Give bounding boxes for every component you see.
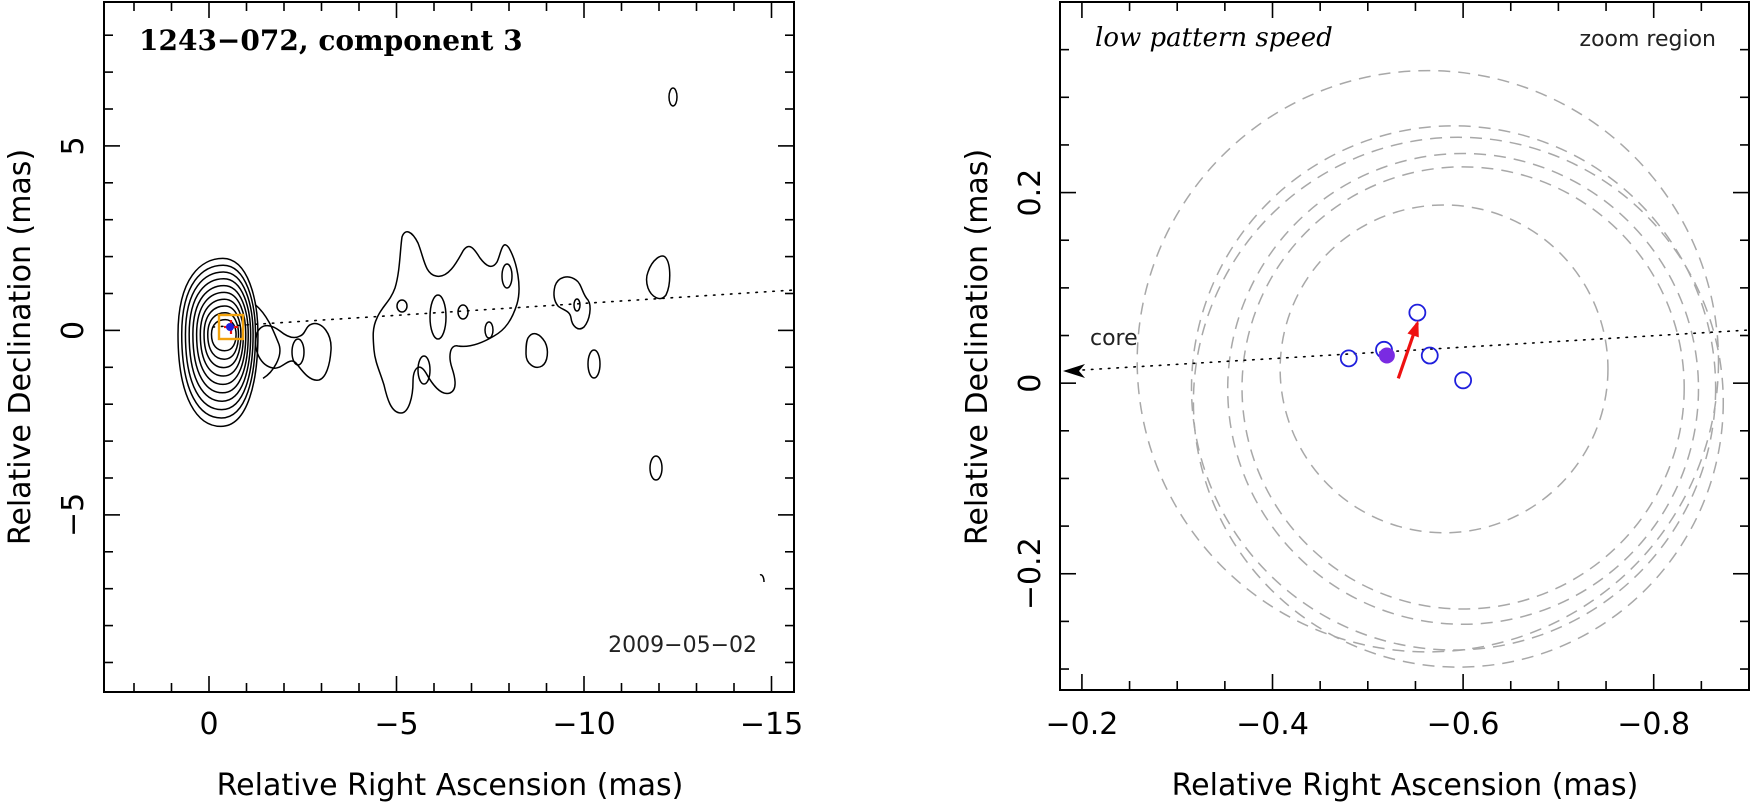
right-x-axis-label: Relative Right Ascension (mas) bbox=[1172, 768, 1639, 803]
uncertainty-ring bbox=[1226, 152, 1700, 626]
contour-map bbox=[177, 87, 765, 583]
core-contour-level bbox=[184, 271, 254, 411]
uncertainty-ring bbox=[1190, 125, 1717, 651]
uncertainty-ring bbox=[1136, 69, 1720, 653]
jet-contour-knot7 bbox=[649, 455, 663, 481]
core-contour-level bbox=[199, 298, 245, 377]
left-y-axis-label: Relative Declination (mas) bbox=[3, 149, 38, 545]
right-panel: −0.2 −0.4 −0.6 −0.8 0.2 0 −0.2 core low patter… bbox=[960, 1, 1750, 803]
jet-contour-inner-e bbox=[417, 355, 431, 385]
core-contour-level bbox=[180, 264, 257, 419]
core-contour-level bbox=[203, 305, 242, 369]
zoom-region-box bbox=[217, 313, 245, 341]
right-x-tick-label: −0.2 bbox=[1045, 707, 1118, 742]
epoch-markers bbox=[1339, 303, 1473, 390]
right-tick-labels: −0.2 −0.4 −0.6 −0.8 0.2 0 −0.2 bbox=[1013, 169, 1690, 742]
core-contour-level bbox=[195, 291, 247, 386]
right-plot-frame bbox=[1059, 1, 1750, 691]
left-plot-frame bbox=[103, 1, 795, 693]
core-contour-jet-extension bbox=[254, 303, 281, 380]
proper-motion-arrow bbox=[1396, 320, 1419, 379]
jet-axis-line-left bbox=[212, 289, 795, 328]
right-y-tick-label: 0 bbox=[1013, 374, 1048, 393]
left-panel-title: 1243−072, component 3 bbox=[139, 24, 523, 57]
zoom-region-label: zoom region bbox=[1580, 27, 1716, 52]
jet-contour-knot3 bbox=[553, 276, 591, 330]
right-y-axis-label: Relative Declination (mas) bbox=[960, 149, 995, 545]
current-position-marker bbox=[1378, 347, 1395, 364]
right-y-tick-label: −0.2 bbox=[1013, 537, 1048, 610]
jet-contour-knot3-inner bbox=[573, 298, 581, 312]
core-contour-level bbox=[188, 278, 252, 402]
observation-date: 2009−05−02 bbox=[608, 633, 757, 658]
jet-contour-knot2 bbox=[525, 332, 549, 368]
left-x-tick-label: −15 bbox=[740, 707, 803, 742]
right-y-tick-label: 0.2 bbox=[1013, 169, 1048, 217]
right-panel-title: low pattern speed bbox=[1095, 23, 1333, 53]
left-tick-labels: 0 −5 −10 −15 5 0 −5 bbox=[56, 136, 803, 742]
jet-contour-inner-a bbox=[396, 299, 408, 313]
jet-contour-knot6 bbox=[668, 87, 678, 107]
jet-contour-inner-d bbox=[501, 263, 513, 289]
jet-contour-inner-f bbox=[457, 304, 469, 320]
left-y-tick-label: 0 bbox=[56, 321, 91, 340]
left-y-tick-label: 5 bbox=[56, 136, 91, 155]
uncertainty-ring bbox=[1279, 204, 1609, 534]
right-x-tick-label: −0.4 bbox=[1236, 707, 1309, 742]
epoch-position-marker bbox=[1408, 303, 1427, 322]
jet-contour-knot5 bbox=[645, 255, 671, 300]
left-x-axis-label: Relative Right Ascension (mas) bbox=[217, 768, 684, 803]
right-x-tick-label: −0.8 bbox=[1617, 707, 1690, 742]
jet-contour-knot1 bbox=[255, 322, 332, 381]
left-x-tick-label: −5 bbox=[374, 707, 418, 742]
jet-contour-main bbox=[372, 231, 520, 414]
jet-contour-knot1-inner bbox=[291, 338, 305, 366]
core-contour-level bbox=[177, 257, 259, 428]
core-direction-arrowhead bbox=[1063, 364, 1085, 378]
motion-arrow-head bbox=[1407, 320, 1419, 338]
uncertainty-rings bbox=[1136, 69, 1725, 668]
core-label: core bbox=[1090, 326, 1138, 351]
core-contours bbox=[177, 257, 281, 428]
uncertainty-ring bbox=[1192, 136, 1725, 668]
left-x-tick-label: 0 bbox=[199, 707, 218, 742]
jet-contour-inner-b bbox=[429, 294, 447, 340]
jet-contour-inner-c bbox=[484, 321, 494, 339]
left-y-tick-label: −5 bbox=[56, 493, 91, 537]
epoch-position-marker bbox=[1339, 349, 1358, 368]
jet-contour-edge-fragment bbox=[759, 574, 765, 583]
right-tick-marks bbox=[1060, 2, 1750, 690]
uncertainty-ring bbox=[1241, 166, 1685, 610]
core-contour-level bbox=[192, 284, 249, 394]
jet-contour-knot4 bbox=[587, 349, 601, 379]
left-x-tick-label: −10 bbox=[552, 707, 615, 742]
epoch-position-marker bbox=[1420, 346, 1439, 365]
left-tick-marks bbox=[104, 2, 794, 692]
right-x-tick-label: −0.6 bbox=[1427, 707, 1500, 742]
epoch-position-marker bbox=[1454, 371, 1473, 390]
component-marker-left bbox=[226, 323, 234, 331]
